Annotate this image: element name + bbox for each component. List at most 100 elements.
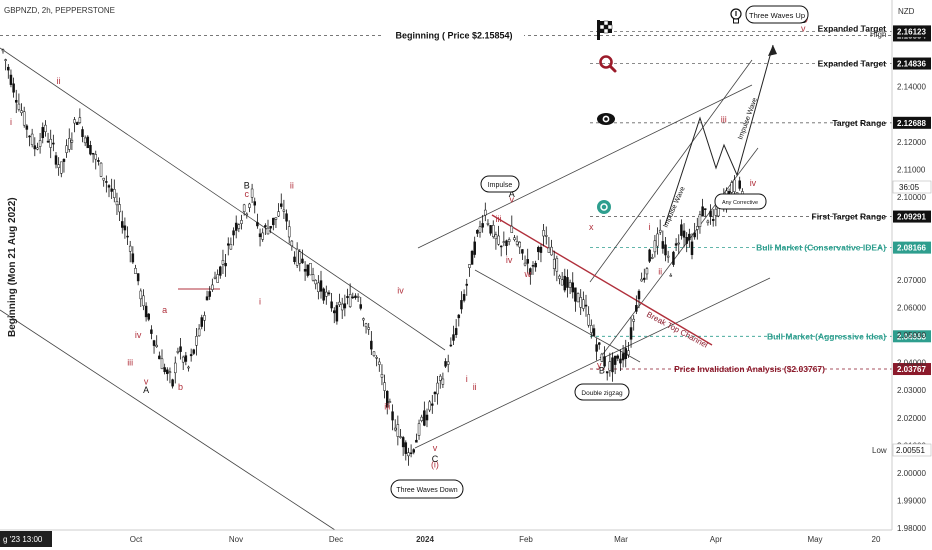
wave-label-red: iv bbox=[750, 178, 757, 188]
candle-body bbox=[481, 223, 484, 228]
candle-body bbox=[128, 245, 132, 252]
price-tag-bull-aggressive bbox=[893, 330, 931, 343]
candle-body bbox=[78, 117, 82, 123]
price-tag-invalidation bbox=[893, 363, 931, 376]
candle-body bbox=[266, 227, 270, 235]
candle-body bbox=[677, 242, 680, 245]
high-label: High bbox=[870, 30, 886, 39]
wave-label-red: iii bbox=[127, 357, 133, 367]
candle-body bbox=[492, 225, 495, 237]
candle-body bbox=[632, 318, 635, 322]
price-axis[interactable]: 2.14000 2.12000 2.11000 2.10000 2.07000 2.060… bbox=[897, 83, 926, 534]
candle-body bbox=[28, 135, 31, 138]
candle-body bbox=[425, 414, 429, 421]
candle-body bbox=[351, 296, 355, 299]
level-label-target-range: Target Range bbox=[832, 118, 886, 128]
candle-body bbox=[105, 181, 108, 183]
trendline-main-downtrend-lower[interactable] bbox=[0, 309, 336, 531]
candle-body bbox=[264, 225, 267, 228]
candle-body bbox=[189, 354, 193, 357]
candle-body bbox=[518, 241, 521, 248]
candle-body bbox=[510, 225, 514, 233]
price-tick-label: 2.06000 bbox=[897, 303, 926, 312]
time-tick-label: Mar bbox=[614, 535, 628, 544]
time-tick-label: Oct bbox=[130, 535, 143, 544]
candle-body bbox=[152, 340, 156, 346]
candle-body bbox=[568, 282, 572, 288]
level-label-bull-conservative: Bull Market (Conservative IDEA) bbox=[756, 243, 886, 253]
candle-body bbox=[653, 240, 657, 253]
price-tag-text-first-target: 2.09291 bbox=[897, 213, 926, 222]
time-tick-label: Dec bbox=[329, 535, 343, 544]
candle-body bbox=[539, 246, 543, 253]
price-tag-text-expanded-target-1: 2.16123 bbox=[897, 27, 926, 36]
trendline-correction-channel-lower[interactable] bbox=[474, 269, 641, 363]
candle-body bbox=[118, 204, 121, 213]
candle-body bbox=[664, 244, 667, 256]
candle-body bbox=[110, 188, 113, 192]
candle-body bbox=[730, 182, 733, 193]
trendline-impulse-channel-lower[interactable] bbox=[414, 277, 771, 449]
candle-body bbox=[367, 327, 370, 330]
trendline-impulse-channel-upper[interactable] bbox=[417, 84, 753, 249]
wave-label-red: (i) bbox=[431, 459, 439, 469]
candle-body bbox=[126, 235, 129, 238]
wave-label-red: y bbox=[597, 360, 602, 370]
candle-body bbox=[174, 362, 177, 374]
candle-body bbox=[531, 265, 535, 267]
candle-body bbox=[75, 122, 79, 125]
candle-body bbox=[298, 251, 302, 264]
price-tag-text-bull-aggressive: 2.04953 bbox=[897, 332, 926, 341]
candle-body bbox=[179, 346, 182, 352]
callout-any-corrective: Any Corrective bbox=[714, 193, 767, 210]
candle-body bbox=[142, 295, 145, 307]
candle-body bbox=[587, 314, 590, 326]
trendline-break-top-channel[interactable] bbox=[491, 214, 713, 346]
level-label-expanded-target-1: Expanded Target bbox=[818, 23, 886, 33]
trendline-wave-channel-upper[interactable] bbox=[589, 59, 753, 283]
wave-label-red: iii bbox=[384, 402, 390, 412]
wave-label-black: B bbox=[244, 181, 250, 191]
candle-body bbox=[378, 361, 381, 365]
candle-body bbox=[115, 201, 119, 206]
candle-body bbox=[192, 349, 196, 354]
candle-body bbox=[187, 366, 190, 369]
candle-body bbox=[441, 378, 445, 385]
candle-body bbox=[714, 208, 718, 216]
wave-label-black: A bbox=[509, 189, 515, 199]
candle-body bbox=[399, 436, 402, 438]
price-tick-label: 2.07000 bbox=[897, 276, 926, 285]
candle-body bbox=[582, 299, 585, 309]
callout-double-zigzag-text: Double zigzag bbox=[581, 390, 623, 397]
level-label-expanded-target-2: Expanded Target bbox=[818, 59, 886, 69]
candle-body bbox=[322, 288, 325, 301]
time-axis[interactable]: Oct Nov Dec 2024 Feb Mar Apr May 20 g '23 13:00 bbox=[0, 531, 881, 547]
candle-body bbox=[150, 329, 153, 334]
candle-body bbox=[139, 290, 143, 300]
candle-body bbox=[415, 439, 418, 443]
candle-body bbox=[232, 230, 235, 236]
price-series bbox=[1, 48, 744, 466]
candle-body bbox=[680, 224, 683, 236]
candle-body bbox=[478, 226, 482, 233]
candle-body bbox=[550, 246, 553, 256]
price-tag-text-bull-conservative: 2.08166 bbox=[897, 244, 926, 253]
candle-body bbox=[158, 355, 161, 360]
candle-body bbox=[711, 219, 715, 221]
candle-body bbox=[401, 437, 405, 448]
price-tick-label: 2.00000 bbox=[897, 469, 926, 478]
candle-body bbox=[325, 291, 328, 297]
trendline-main-downtrend-upper[interactable] bbox=[0, 47, 446, 351]
candle-body bbox=[444, 361, 447, 367]
candle-body bbox=[184, 355, 188, 362]
wave-label-red: iv bbox=[135, 330, 142, 340]
candle-body bbox=[370, 340, 373, 350]
candle-body bbox=[22, 111, 26, 126]
candle-body bbox=[635, 305, 638, 312]
candle-body bbox=[195, 336, 198, 346]
candle-body bbox=[309, 263, 312, 276]
candle-body bbox=[136, 273, 140, 282]
wave-label-black: C bbox=[432, 454, 439, 464]
low-price-tag bbox=[892, 443, 932, 457]
impulse-wave-mid-text: Impulse Wave bbox=[662, 186, 686, 229]
